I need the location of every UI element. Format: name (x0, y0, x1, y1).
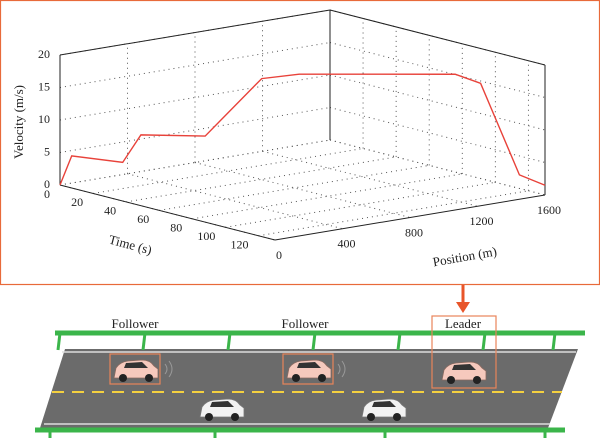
arrow-head (456, 302, 470, 313)
grid-line (194, 162, 411, 218)
figure-frame (0, 0, 600, 286)
y-tick-label: 60 (137, 212, 149, 226)
y-axis-title: Time (s) (107, 232, 153, 258)
x-tick-label: 0 (276, 248, 282, 262)
grid-line (59, 74, 331, 121)
grid-line (329, 74, 546, 131)
follower-label: Follower (112, 316, 160, 331)
x-tick-label: 800 (405, 225, 423, 239)
x-tick-label: 400 (338, 237, 356, 251)
y-tick-label: 100 (197, 229, 215, 243)
road-diagram: Follower Follower Leader (35, 285, 585, 438)
follower-label: Follower (282, 316, 330, 331)
y-tick-label: 20 (71, 195, 83, 209)
x-axis-title: Position (m) (432, 244, 498, 270)
rail-posts (56, 332, 557, 351)
grid-line (59, 139, 331, 186)
axis-edge (274, 194, 546, 241)
rail-posts (48, 430, 547, 438)
x-tick-label: 1600 (537, 203, 561, 217)
grid-line (92, 147, 364, 194)
grid-line (329, 42, 546, 98)
z-tick-label: 20 (38, 47, 50, 61)
leader-label: Leader (445, 316, 482, 331)
grid-line (192, 173, 463, 220)
road (40, 349, 578, 428)
follower-box (109, 353, 161, 385)
grid-line (329, 139, 546, 196)
z-tick-label: 10 (38, 112, 50, 126)
grid-line (258, 190, 529, 237)
x-tick-label: 1200 (470, 214, 494, 228)
follower-box (282, 353, 334, 385)
z-tick-label: 15 (38, 79, 50, 93)
axis-edge (59, 184, 276, 241)
axis-edge (329, 9, 546, 66)
z-tick-label: 0 (44, 177, 50, 191)
z-axis-title: Velocity (m/s) (11, 85, 26, 159)
velocity-curve (59, 73, 546, 186)
y-tick-label: 0 (44, 187, 50, 201)
signal-icon (337, 360, 346, 378)
grid-line (126, 156, 397, 203)
grid-line (59, 42, 331, 88)
z-tick-label: 5 (44, 144, 50, 158)
grid-line (329, 107, 546, 163)
grid-line (59, 107, 331, 153)
grid-line (127, 173, 343, 230)
signal-icon (164, 360, 173, 378)
y-tick-label: 40 (104, 204, 116, 218)
y-tick-label: 80 (170, 221, 182, 235)
axis-edge (59, 9, 331, 56)
y-tick-label: 120 (230, 238, 248, 252)
grid-line (262, 150, 478, 207)
grid-line (225, 181, 496, 228)
leader-box (431, 315, 497, 389)
grid-line (159, 164, 430, 211)
